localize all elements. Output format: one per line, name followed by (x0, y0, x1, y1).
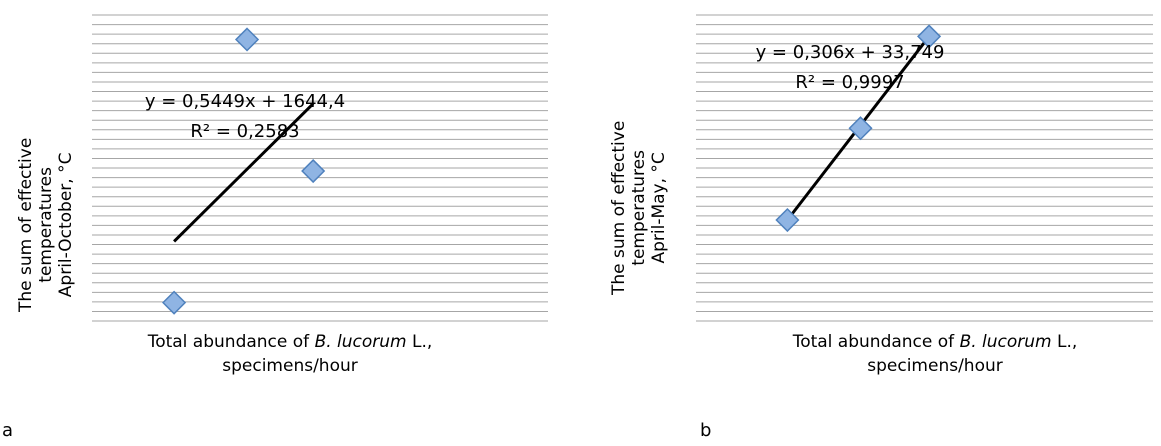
chart-b-xlabel: Total abundance of B. lucorum L., specim… (750, 330, 1120, 378)
chart-b-trend-equation: y = 0,306x + 33,749 R² = 0,9997 (740, 38, 960, 98)
chart-a-ylabel-line1: The sum of effective (16, 137, 36, 312)
chart-panel-a: The sum of effective temperatures April-… (0, 0, 580, 446)
chart-b-xlabel-prefix: Total abundance of (792, 332, 960, 352)
chart-b-r-squared: R² = 0,9997 (795, 72, 905, 93)
chart-a-xlabel-prefix: Total abundance of (147, 332, 315, 352)
chart-b-ylabel-line3: April-May, °C (649, 152, 669, 264)
chart-b-point-2 (848, 116, 873, 141)
chart-a-trend-equation: y = 0,5449x + 1644,4 R² = 0,2583 (140, 87, 350, 147)
chart-a-xlabel-suffix: L., (406, 332, 433, 352)
chart-a-xlabel-species: B. lucorum (314, 332, 407, 352)
chart-a-point-2 (234, 27, 260, 52)
chart-a-ylabel-line3: April-October, °C (56, 152, 76, 298)
chart-b-ylabel-line1: The sum of effective (609, 120, 629, 295)
chart-b-xlabel-suffix: L., (1051, 332, 1078, 352)
chart-a-equation: y = 0,5449x + 1644,4 (144, 91, 346, 112)
chart-a-svg (92, 14, 548, 322)
chart-a-r-squared: R² = 0,2583 (190, 121, 300, 142)
chart-panel-b: The sum of effective temperatures April-… (590, 0, 1161, 446)
chart-a-ylabel-line2: temperatures (36, 167, 56, 283)
chart-b-point-1 (775, 207, 800, 233)
chart-b-svg (696, 14, 1153, 322)
chart-a-xlabel-line2: specimens/hour (222, 356, 358, 376)
chart-b-xlabel-species: B. lucorum (959, 332, 1052, 352)
chart-a-point-3 (301, 158, 326, 184)
chart-a-ylabel: The sum of effective temperatures April-… (16, 138, 76, 312)
panel-label-a: a (2, 420, 14, 441)
chart-b-equation: y = 0,306x + 33,749 (755, 42, 945, 63)
panel-label-b: b (700, 420, 712, 441)
chart-b-ylabel: The sum of effective temperatures April-… (609, 121, 669, 295)
chart-a-point-1 (162, 290, 187, 315)
chart-a-trendline (173, 102, 315, 243)
chart-a-xlabel: Total abundance of B. lucorum L., specim… (120, 330, 460, 378)
chart-b-ylabel-line2: temperatures (629, 150, 649, 266)
chart-b-point-3 (917, 24, 942, 49)
chart-b-xlabel-line2: specimens/hour (867, 356, 1003, 376)
